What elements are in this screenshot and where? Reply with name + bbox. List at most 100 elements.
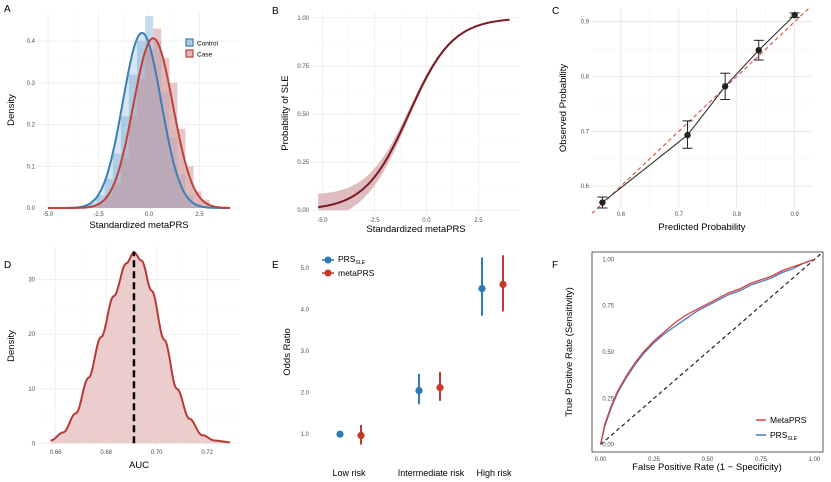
panel-a-hist-bar-case <box>153 28 162 209</box>
panel-e-legend-label-prs: PRSSLE <box>338 254 366 266</box>
panel-a-ytick-label: 0.0 <box>27 206 36 212</box>
panel-e-ylabel: Odds Ratio <box>282 328 293 376</box>
panel-e-point-prs <box>336 430 344 438</box>
panel-f-xtick-label: 0.25 <box>648 457 660 463</box>
panel-a-hist-bar-case <box>185 166 194 208</box>
panel-d-xtick-label: 0.66 <box>50 450 62 456</box>
panel-c-ytick-label: 0.6 <box>581 184 590 190</box>
panel-c-ylabel: Observed Probability <box>558 64 569 152</box>
panel-f-ytick-label: 1.00 <box>602 257 614 263</box>
panel-a-hist-bar-case <box>193 191 202 208</box>
panel-a-hist-bar-control <box>112 153 121 208</box>
panel-b-ylabel: Probability of SLE <box>280 75 291 151</box>
panel-d-density-line <box>50 251 230 444</box>
panel-a-hist-bar-case <box>120 157 129 208</box>
panel-d-density-area <box>50 252 230 444</box>
panel-c-xtick-label: 0.6 <box>617 212 626 218</box>
panel-f-letter: F <box>552 260 558 271</box>
panel-f-xtick-label: 1.00 <box>809 457 821 463</box>
panel-f-roc-curve-metaprs <box>599 258 815 445</box>
panel-e-ytick-label: 3.0 <box>301 349 310 355</box>
panel-a-legend-key-case <box>185 49 194 58</box>
panel-d-letter: D <box>4 260 11 271</box>
panel-b-ytick-label: 0.75 <box>297 64 309 70</box>
panel-e-ytick-label: 1.0 <box>301 432 310 438</box>
panel-a-hist-bar-case <box>145 49 154 208</box>
panel-a-ytick-label: 0.1 <box>27 164 36 170</box>
panel-b-confidence-ribbon <box>318 19 510 211</box>
panel-e-ytick-label: 5.0 <box>301 266 310 272</box>
panel-b-ytick-label: 1.00 <box>297 16 309 22</box>
panel-a-density-area-control <box>48 32 230 209</box>
panel-a-xtick-label: 0.0 <box>145 212 154 218</box>
panel-e-point-metaprs <box>357 431 365 440</box>
panel-c-xlabel: Predicted Probability <box>658 222 745 233</box>
panel-a-xtick-label: -5.0 <box>43 212 54 218</box>
panel-d-xtick-label: 0.70 <box>151 450 163 456</box>
panel-f-roc-curve-prs <box>599 258 815 445</box>
panel-c-xtick-label: 0.9 <box>790 212 799 218</box>
panel-b-xtick-label: 2.5 <box>474 218 483 224</box>
panel-c-point <box>791 11 798 19</box>
panel-c-ytick-label: 0.8 <box>581 74 590 80</box>
panel-e-category-label: High risk <box>476 468 512 478</box>
panel-f-legend-label-prs: PRSSLE <box>770 430 798 442</box>
panel-e-point-metaprs <box>499 280 507 289</box>
panel-b-ytick-label: 0.00 <box>297 208 309 214</box>
panel-a-hist-bar-case <box>177 128 186 208</box>
panel-c-letter: C <box>552 6 559 17</box>
panel-c-point <box>721 83 729 90</box>
panel-d-ylabel: Density <box>6 330 17 362</box>
panel-d-ytick-label: 10 <box>28 387 35 393</box>
panel-a-ytick-label: 0.2 <box>27 123 36 129</box>
panel-e-point-metaprs <box>436 384 444 392</box>
panel-b-ytick-label: 0.25 <box>297 160 309 166</box>
panel-a-legend-label-control: Control <box>197 41 219 48</box>
panel-a-xlabel: Standardized metaPRS <box>89 220 188 231</box>
panel-e-point-prs <box>415 386 423 395</box>
panel-b-ytick-label: 0.50 <box>297 112 309 118</box>
panel-a-legend-key-control <box>185 38 194 47</box>
panel-e-legend-label-metaprs: metaPRS <box>338 268 375 278</box>
panel-e-point-prs <box>478 285 486 293</box>
panel-d-ytick-label: 0 <box>32 441 36 447</box>
panel-a-hist-bar-case <box>169 82 178 208</box>
panel-f-ytick-label: 0.00 <box>602 443 614 449</box>
panel-f-ytick-label: 0.25 <box>602 396 614 402</box>
panel-a-letter: A <box>4 4 11 15</box>
panel-e-letter: E <box>272 260 279 271</box>
panel-f-chance-line <box>600 251 824 446</box>
panel-f-xlabel: False Positive Rate (1 − Specificity) <box>632 462 782 473</box>
panel-c-point <box>684 131 691 139</box>
panel-a-ytick-label: 0.4 <box>27 39 36 45</box>
panel-f-ylabel: True Positive Rate (Sensitivity) <box>564 287 575 417</box>
panel-e-category-label: Low risk <box>332 468 366 478</box>
panel-c-reference-line <box>591 7 810 214</box>
panel-a-density-line-case <box>48 37 230 209</box>
panel-a-hist-bar-case <box>96 203 105 208</box>
panel-a-legend-label-case: Case <box>197 52 213 59</box>
panel-c-point <box>599 199 606 206</box>
panel-a-ytick-label: 0.3 <box>27 81 36 87</box>
panel-f-xtick-label: 0.50 <box>702 457 714 463</box>
panel-d-xtick-label: 0.68 <box>100 450 112 456</box>
panel-a-hist-bar-case <box>128 116 137 208</box>
panel-d-ytick-label: 30 <box>28 278 35 284</box>
panel-b-xlabel: Standardized metaPRS <box>366 224 465 235</box>
panel-a-hist-bar-control <box>96 195 105 208</box>
panel-a-ylabel: Density <box>6 94 17 126</box>
panel-c-ytick-label: 0.9 <box>581 20 590 26</box>
panel-a-hist-bar-case <box>161 57 170 208</box>
panel-c-xtick-label: 0.7 <box>675 212 684 218</box>
panel-c-xtick-label: 0.8 <box>733 212 742 218</box>
panel-a-xtick-label: -2.5 <box>93 212 104 218</box>
panel-c-ytick-label: 0.7 <box>581 129 590 135</box>
panel-e-ytick-label: 4.0 <box>301 307 310 313</box>
panel-b-xtick-label: -5.0 <box>317 218 328 224</box>
panel-f-legend-label-metaprs: MetaPRS <box>770 415 807 425</box>
panel-e-ytick-label: 2.0 <box>301 391 310 397</box>
panel-f-ytick-label: 0.50 <box>602 350 614 356</box>
panel-a-density-area-case <box>48 38 230 209</box>
panel-a-hist-bar-case <box>112 182 121 208</box>
